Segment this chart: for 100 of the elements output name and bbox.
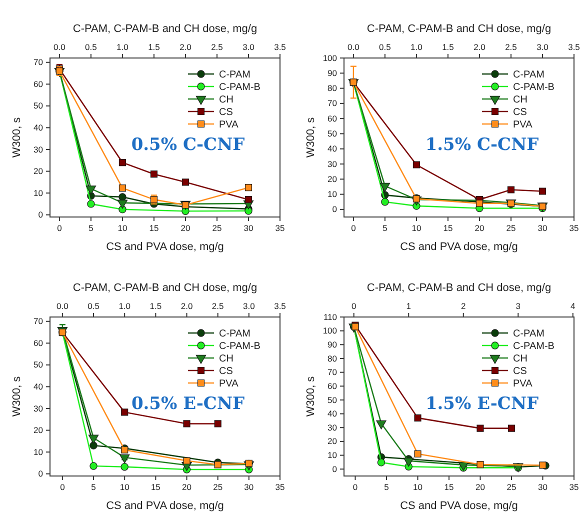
x2-tick-label: 1.5 xyxy=(150,301,162,311)
y-tick-label: 10 xyxy=(328,189,338,200)
x2-tick-label: 2.5 xyxy=(505,42,518,52)
legend-label: C-PAM-B xyxy=(219,341,261,352)
y-tick-label: 20 xyxy=(328,436,338,446)
y-tick-label: 40 xyxy=(328,408,338,419)
legend-label: PVA xyxy=(513,378,533,390)
y-tick-label: 10 xyxy=(328,450,338,460)
x-axis-title: CS and PVA dose, mg/g xyxy=(106,500,224,512)
legend-label: CS xyxy=(219,366,234,377)
y-tick-label: 50 xyxy=(328,128,338,139)
x2-tick-label: 3.0 xyxy=(536,42,549,52)
y-tick-label: 60 xyxy=(34,78,44,89)
x-tick-label: 10 xyxy=(412,223,422,233)
x2-tick-label: 1 xyxy=(406,301,412,311)
annotation: 1.5% C-CNF xyxy=(425,135,539,156)
y-tick-label: 100 xyxy=(322,326,338,336)
x-tick-label: 25 xyxy=(213,482,223,492)
x-tick-label: 10 xyxy=(413,482,423,492)
legend-label: CH xyxy=(513,354,528,364)
x-tick-label: 0 xyxy=(352,482,358,492)
x-tick-label: 15 xyxy=(149,223,159,233)
x2-tick-label: 2.5 xyxy=(212,301,224,311)
y-tick-label: 110 xyxy=(323,312,338,322)
y-tick-label: 60 xyxy=(328,380,338,391)
x2-tick-label: 3.5 xyxy=(274,42,286,52)
y-tick-label: 50 xyxy=(34,100,44,111)
y-tick-label: 0 xyxy=(38,468,44,479)
y-tick-label: 30 xyxy=(328,422,338,432)
y-tick-label: 0 xyxy=(332,204,338,214)
legend-label: PVA xyxy=(219,120,239,130)
x2-tick-label: 3.5 xyxy=(274,301,286,311)
y-tick-label: 70 xyxy=(328,367,338,378)
x-tick-label: 35 xyxy=(275,223,285,233)
x-tick-label: 20 xyxy=(182,482,192,492)
x-tick-label: 15 xyxy=(150,482,161,492)
x2-tick-label: 2.0 xyxy=(180,301,193,311)
legend-label: PVA xyxy=(513,120,533,130)
legend-label: PVA xyxy=(219,378,239,390)
x2-tick-label: 0.5 xyxy=(88,301,100,311)
legend-label: C-PAM-B xyxy=(513,341,555,352)
legend-label: C-PAM-B xyxy=(513,82,555,93)
x-axis-title: CS and PVA dose, mg/g xyxy=(400,500,518,512)
x-tick-label: 5 xyxy=(91,482,96,492)
y-tick-label: 30 xyxy=(34,144,44,154)
x-tick-label: 30 xyxy=(538,482,548,492)
x2-tick-label: 1.5 xyxy=(442,42,454,52)
annotation: 1.5% E-CNF xyxy=(425,394,539,414)
x2-tick-label: 2.5 xyxy=(211,42,224,52)
x-tick-label: 20 xyxy=(474,223,484,233)
legend-label: CH xyxy=(513,94,528,106)
y-tick-label: 0 xyxy=(332,464,338,474)
y-tick-label: 90 xyxy=(328,68,338,78)
y-axis-title: W300, s xyxy=(305,116,317,158)
x-tick-label: 5 xyxy=(382,223,388,233)
x2-tick-label: 1.5 xyxy=(148,42,160,52)
x-tick-label: 20 xyxy=(476,482,486,492)
x-tick-label: 5 xyxy=(88,223,94,233)
x-tick-label: 30 xyxy=(244,223,254,233)
y-tick-label: 20 xyxy=(34,425,44,436)
x-tick-label: 35 xyxy=(275,482,285,492)
y-tick-label: 0 xyxy=(38,210,44,220)
x2-tick-label: 0 xyxy=(351,301,356,311)
x2-tick-label: 3.0 xyxy=(243,301,256,311)
x2-tick-label: 0.5 xyxy=(85,42,98,52)
y-tick-label: 40 xyxy=(34,382,44,392)
y-tick-label: 80 xyxy=(328,83,338,94)
annotation: 0.5% E-CNF xyxy=(131,394,245,414)
x-tick-label: 30 xyxy=(538,223,548,233)
x-tick-label: 0 xyxy=(351,223,356,233)
y-tick-label: 20 xyxy=(328,174,338,184)
x2-tick-label: 4 xyxy=(570,301,576,311)
x-tick-label: 25 xyxy=(212,223,222,233)
x2-tick-label: 0.0 xyxy=(56,301,69,311)
x2-tick-label: 2.0 xyxy=(180,42,192,52)
x2-tick-label: 0.0 xyxy=(54,42,66,52)
legend-label: CS xyxy=(513,366,528,377)
x-tick-label: 35 xyxy=(569,482,579,492)
x2-tick-label: 2 xyxy=(461,301,466,311)
legend-label: CH xyxy=(219,94,234,106)
y-tick-label: 10 xyxy=(34,188,44,198)
y-tick-label: 30 xyxy=(34,403,44,414)
x2-tick-label: 1.0 xyxy=(410,42,423,52)
x2-tick-label: 1.0 xyxy=(118,301,131,311)
y-tick-label: 40 xyxy=(34,122,44,133)
y-tick-label: 20 xyxy=(34,166,44,176)
x-tick-label: 15 xyxy=(443,223,453,233)
x-tick-label: 0 xyxy=(57,223,62,233)
x2-axis-title: C-PAM, C-PAM-B and CH dose, mg/g xyxy=(72,23,258,35)
x-tick-label: 25 xyxy=(506,482,516,492)
annotation: 0.5% C-CNF xyxy=(131,135,245,156)
x2-tick-label: 2.0 xyxy=(474,42,486,52)
legend-label: C-PAM xyxy=(513,70,544,80)
y-axis-title: W300, s xyxy=(11,376,23,417)
y-tick-label: 60 xyxy=(34,338,44,348)
x2-axis-title: C-PAM, C-PAM-B and CH dose, mg/g xyxy=(72,282,258,294)
x2-tick-label: 0.0 xyxy=(348,42,360,52)
x-tick-label: 25 xyxy=(506,223,516,233)
y-tick-label: 30 xyxy=(328,158,338,169)
y-tick-label: 90 xyxy=(328,339,338,350)
